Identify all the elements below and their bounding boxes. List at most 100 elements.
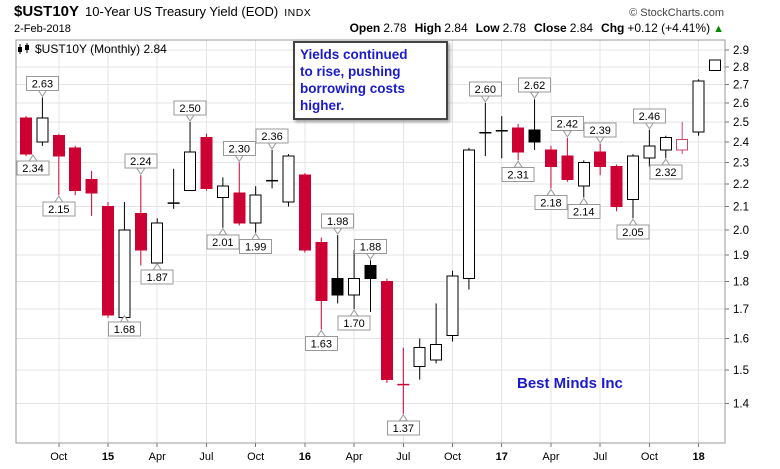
open-label: Open <box>349 21 381 35</box>
y-axis-label: 1.9 <box>733 250 749 262</box>
price-label: 2.30 <box>222 140 256 163</box>
candle <box>364 260 377 312</box>
price-label-text: 2.31 <box>507 169 528 181</box>
price-label-pointer <box>332 227 343 236</box>
candle <box>659 135 672 159</box>
price-label-pointer <box>480 95 491 103</box>
candle-body <box>348 278 361 296</box>
candle-body <box>298 174 311 251</box>
candle <box>643 129 656 167</box>
x-axis-label: Jul <box>593 451 607 463</box>
candle <box>594 143 607 176</box>
x-axis-label: 15 <box>102 451 114 463</box>
candle <box>200 133 213 191</box>
legend-label: $UST10Y (Monthly) 2.84 <box>35 42 167 56</box>
candle-body <box>430 344 443 361</box>
high-label: High <box>414 21 442 35</box>
candle <box>331 235 344 304</box>
price-label-text: 2.60 <box>475 84 496 96</box>
price-label: 2.05 <box>616 218 650 240</box>
price-label-text: 2.30 <box>229 143 250 155</box>
price-label: 2.34 <box>16 154 50 176</box>
up-arrow-icon: ▲ <box>713 23 724 35</box>
price-label: 1.99 <box>239 232 273 255</box>
price-label-box <box>386 420 420 436</box>
price-label-text: 2.32 <box>655 167 676 179</box>
candle-body <box>216 185 229 198</box>
price-label-text: 2.01 <box>212 237 233 249</box>
candle-body <box>36 117 49 143</box>
price-label-text: 2.63 <box>32 78 53 90</box>
candle <box>52 133 65 196</box>
price-label: 2.46 <box>632 108 666 130</box>
price-label-box <box>16 160 50 176</box>
price-label-pointer <box>152 262 163 271</box>
candle-body <box>380 280 393 381</box>
price-label: 2.36 <box>255 128 289 150</box>
candle-body <box>85 179 98 194</box>
price-label: 2.60 <box>468 81 502 103</box>
price-label-box <box>304 335 338 351</box>
price-label: 2.62 <box>518 77 552 100</box>
price-label-text: 2.62 <box>524 80 545 92</box>
candle <box>20 116 32 157</box>
y-axis-label: 1.6 <box>733 334 749 346</box>
candle <box>184 121 197 192</box>
price-label-text: 1.99 <box>245 242 266 254</box>
price-label-box <box>255 128 289 144</box>
candle <box>610 164 623 212</box>
price-label: 2.01 <box>206 227 240 250</box>
candle-body <box>462 149 475 280</box>
annotation-box: Yields continued to rise, pushing borrow… <box>293 41 448 120</box>
y-axis-label: 2.1 <box>733 202 749 214</box>
candle-body <box>643 145 656 159</box>
x-axis-label: Jul <box>396 451 410 463</box>
price-label-box <box>321 213 355 229</box>
candle-body <box>692 80 705 133</box>
price-label-pointer <box>316 329 327 337</box>
low-label: Low <box>475 21 500 35</box>
candle-body <box>282 155 295 203</box>
price-label: 2.50 <box>173 100 207 122</box>
candle <box>36 97 49 146</box>
price-label-box <box>140 269 174 285</box>
price-label: 1.87 <box>140 262 174 285</box>
x-axis-label: 17 <box>496 451 508 463</box>
candle-body <box>528 129 541 143</box>
x-axis-label: Oct <box>444 451 461 463</box>
price-label-text: 1.68 <box>114 324 135 336</box>
price-label-text: 2.39 <box>589 125 610 137</box>
price-label-text: 1.70 <box>343 318 364 330</box>
price-label-box <box>42 201 76 217</box>
y-axis-label: 1.4 <box>733 398 750 410</box>
x-axis-label: Jul <box>199 451 213 463</box>
ohlc-quote: Open 2.78 High 2.84 Low 2.78 Close 2.84 Chg +0.12… <box>342 21 724 35</box>
open-value: 2.78 <box>383 21 407 35</box>
y-axis-label: 2.8 <box>733 62 749 74</box>
price-label-box <box>534 194 568 210</box>
price-label-pointer <box>28 154 38 162</box>
plot-frame <box>15 39 726 444</box>
price-label-box <box>550 116 584 132</box>
price-label-text: 2.46 <box>639 111 660 123</box>
price-label-box <box>616 224 650 240</box>
price-label-box <box>206 234 240 250</box>
price-label-pointer <box>234 154 245 163</box>
price-label-box <box>173 100 207 116</box>
chart-header: $UST10Y 10-Year US Treasury Yield (EOD) … <box>14 3 724 20</box>
candle <box>430 303 443 364</box>
quote-row: 2-Feb-2018 Open 2.78 High 2.84 Low 2.78 Close 2… <box>14 21 724 35</box>
price-label: 2.14 <box>567 197 601 219</box>
price-label-pointer <box>578 197 589 205</box>
chart-legend: $UST10Y (Monthly) 2.84 <box>17 42 167 56</box>
candle <box>249 186 262 233</box>
price-label-pointer <box>250 232 261 241</box>
candle-body <box>413 347 426 368</box>
price-label: 1.63 <box>304 329 338 351</box>
candle-body <box>577 161 590 187</box>
price-label-box <box>239 239 273 255</box>
price-label-pointer <box>135 167 146 176</box>
candle-body <box>52 135 65 157</box>
chart-date: 2-Feb-2018 <box>14 23 71 35</box>
candlestick-icon <box>18 43 29 54</box>
